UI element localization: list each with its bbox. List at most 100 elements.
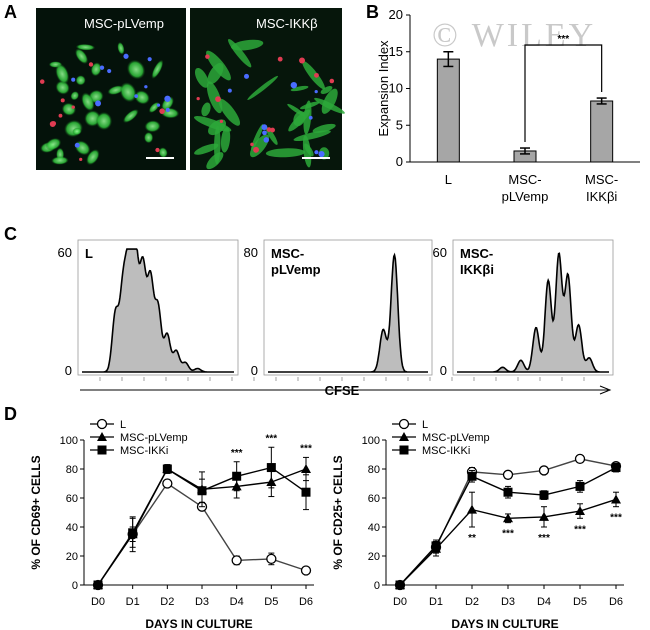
cell-body: [293, 130, 331, 142]
cell-nucleus: [277, 56, 283, 62]
x-tick-label: D4: [230, 596, 244, 608]
cell-body: [218, 98, 241, 126]
micrograph-left-label: MSC-pLVemp: [84, 16, 164, 31]
series-triangle: [93, 456, 311, 589]
cell-nucleus: [196, 96, 200, 101]
data-point: [395, 580, 405, 590]
cell-body: [321, 88, 338, 114]
histogram: 60 0 MSC-IKKβi: [433, 239, 614, 378]
x-tick-label: D6: [299, 596, 313, 608]
data-point: [539, 490, 549, 500]
cell-nucleus: [155, 147, 160, 153]
y-axis-title: Expansion Index: [376, 40, 391, 137]
significance-label: **: [468, 533, 476, 544]
histogram-label: pLVemp: [271, 262, 321, 277]
histogram: 80 0 MSC-pLVemp: [244, 239, 433, 378]
x-axis-title: DAYS IN CULTURE: [145, 617, 252, 630]
data-point: [128, 528, 138, 538]
y-min-label: 0: [65, 363, 72, 378]
histogram-label: MSC-: [271, 246, 304, 261]
significance-label: ***: [265, 433, 277, 444]
data-point: [93, 580, 103, 590]
data-point: [467, 504, 477, 514]
legend-label: MSC-IKKi: [120, 445, 168, 457]
cell-body: [117, 41, 125, 55]
data-point: [300, 565, 312, 576]
cell-body: [247, 75, 278, 101]
cell-body: [148, 101, 160, 113]
legend-label: MSC-IKKi: [422, 445, 470, 457]
micrograph-right-label: MSC-IKKβ: [256, 16, 318, 31]
cell-nucleus: [314, 150, 319, 155]
data-point: [398, 418, 410, 430]
cell-body: [95, 111, 113, 131]
histogram-label: IKKβi: [460, 262, 494, 277]
y-tick-label: 80: [368, 464, 380, 476]
y-tick-label: 0: [396, 154, 403, 169]
data-point: [301, 487, 311, 497]
y-min-label: 0: [251, 363, 258, 378]
arrow-head-icon: [599, 385, 612, 395]
legend-label: L: [422, 419, 428, 431]
y-tick-label: 0: [374, 580, 380, 592]
x-tick-label: D1: [429, 596, 443, 608]
cell-nucleus: [60, 98, 65, 103]
cell-body: [206, 81, 223, 114]
cell-nucleus: [159, 108, 165, 114]
cell-nucleus: [318, 150, 325, 158]
x-tick-label: D0: [393, 596, 407, 608]
cell-nucleus: [39, 79, 45, 84]
cell-body: [158, 147, 168, 158]
series-square: [395, 462, 621, 590]
cell-nucleus: [134, 94, 139, 99]
data-point: [197, 486, 207, 496]
significance-bracket: [524, 44, 603, 143]
legend-label: MSC-pLVemp: [422, 432, 490, 444]
data-point: [502, 469, 514, 480]
cell-body: [201, 102, 211, 117]
category-label: pLVemp: [502, 189, 549, 204]
y-tick-label: 80: [66, 464, 78, 476]
series-triangle: [395, 491, 621, 589]
cell-body: [161, 96, 174, 111]
cell-nucleus: [107, 68, 112, 74]
cell-nucleus: [164, 95, 171, 102]
histogram-frame: [452, 239, 614, 376]
panel-letter-d: D: [4, 404, 17, 424]
data-point: [399, 445, 409, 455]
cell-body: [220, 127, 231, 153]
cell-nucleus: [58, 113, 63, 118]
x-tick-label: D0: [91, 596, 105, 608]
cell-nucleus: [329, 78, 335, 84]
cell-body: [303, 100, 312, 135]
y-tick-label: 60: [66, 493, 78, 505]
cell-body: [302, 60, 325, 90]
data-point: [575, 506, 585, 516]
y-min-label: 0: [440, 363, 447, 378]
data-point: [503, 487, 513, 497]
cell-body: [143, 131, 154, 144]
cell-nucleus: [261, 124, 268, 131]
y-tick-label: 0: [72, 580, 78, 592]
histogram-frame: [77, 239, 239, 376]
line-chart-cd25: 0 20 40 60 80 100 D0 D1 D2 D3 D4 D5 D6 DAYS IN CULTUR…: [331, 418, 624, 630]
panel-letter-b: B: [366, 2, 379, 22]
cell-body: [194, 116, 232, 132]
data-point: [162, 478, 173, 489]
histogram-frame: [263, 239, 433, 376]
cell-body: [90, 62, 102, 77]
cell-body: [302, 135, 312, 168]
data-point: [503, 513, 513, 523]
cell-nucleus: [262, 130, 267, 136]
bar: [590, 100, 614, 163]
x-axis-title: CFSE: [325, 383, 360, 398]
data-point: [266, 463, 276, 473]
category-label: L: [445, 172, 452, 187]
histogram-curve: [457, 252, 609, 373]
cell-nucleus: [123, 53, 129, 59]
data-point: [231, 555, 242, 566]
x-tick-label: D4: [537, 596, 551, 608]
line-chart-cd69: 0 20 40 60 80 100 D0 D1 D2 D3 D4 D5 D6 DAYS IN CULTUR…: [29, 418, 314, 630]
